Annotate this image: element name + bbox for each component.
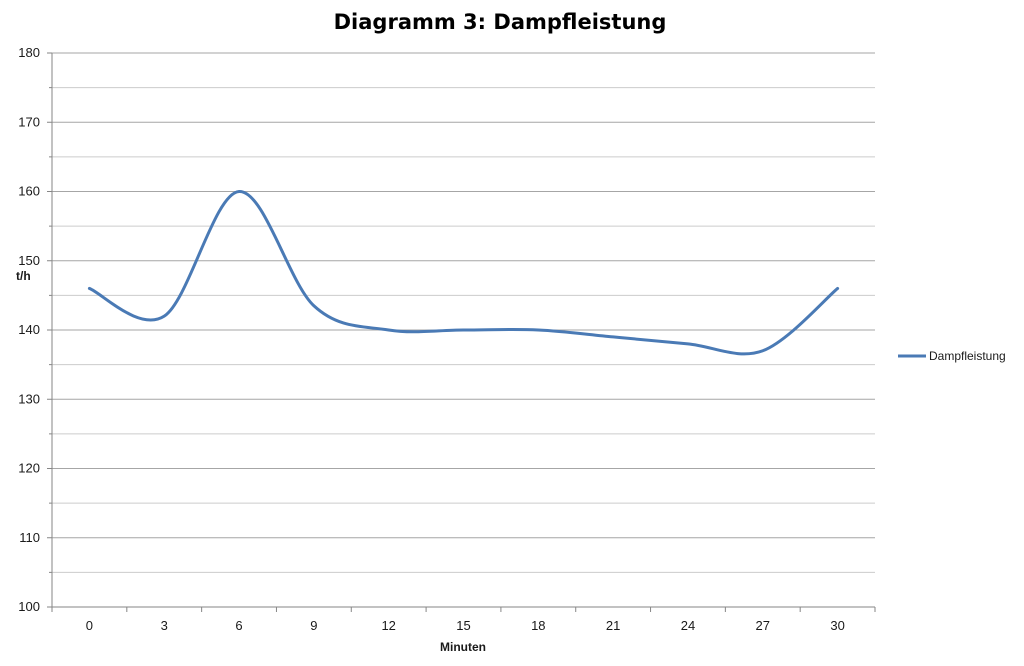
y-tick-label: 180 [18,45,40,60]
y-tick-label: 160 [18,184,40,199]
x-tick-label: 6 [235,618,242,633]
y-tick-label: 130 [18,391,40,406]
axes [47,52,876,612]
x-tick-label: 24 [681,618,695,633]
x-tick-label: 3 [161,618,168,633]
y-tick-labels: 100 110 120 130 140 150 160 170 180 [18,45,40,614]
x-tick-label: 30 [830,618,844,633]
chart-title: Diagramm 3: Dampfleistung [334,10,667,34]
x-tick-label: 12 [381,618,395,633]
legend: Dampfleistung [898,349,1006,363]
y-tick-label: 110 [19,530,40,545]
x-tick-label: 21 [606,618,620,633]
y-axis-title: t/h [16,269,31,283]
gridlines [52,52,875,573]
x-tick-label: 27 [756,618,770,633]
x-tick-label: 9 [310,618,317,633]
y-tick-label: 170 [18,114,40,129]
y-tick-label: 150 [18,253,40,268]
x-tick-labels: 0 3 6 9 12 15 18 21 24 27 30 [86,618,845,633]
y-tick-label: 120 [18,461,40,476]
x-tick-label: 15 [456,618,470,633]
x-axis-title: Minuten [440,640,486,654]
y-tick-label: 140 [18,322,40,337]
series-lines [87,189,840,356]
legend-label: Dampfleistung [929,349,1006,363]
x-tick-label: 18 [531,618,545,633]
series-line-dampfleistung [87,189,840,356]
x-tick-label: 0 [86,618,93,633]
y-tick-label: 100 [18,599,40,614]
